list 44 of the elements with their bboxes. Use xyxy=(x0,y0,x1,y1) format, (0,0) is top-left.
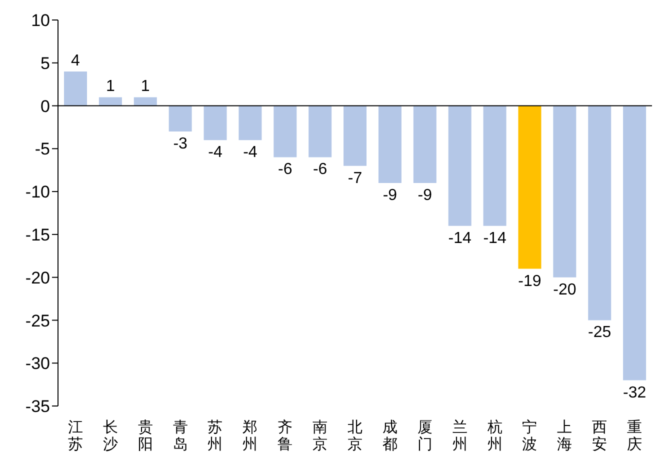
y-tick-label: -15 xyxy=(25,225,50,244)
x-tick-label: 北京 xyxy=(348,418,362,453)
data-label: 4 xyxy=(71,52,80,70)
data-label: -9 xyxy=(382,186,398,204)
x-tick-label: 青岛 xyxy=(172,418,188,453)
data-label: -4 xyxy=(243,144,258,162)
y-tick-label: 10 xyxy=(31,11,50,30)
x-tick-label: 苏州 xyxy=(208,418,223,453)
y-tick-label: -20 xyxy=(25,268,50,288)
x-tick-label: 南京 xyxy=(312,418,328,453)
data-label: -3 xyxy=(173,136,188,153)
x-tick-label: 成都 xyxy=(382,418,398,453)
data-label: -7 xyxy=(348,170,362,187)
data-label: -14 xyxy=(448,230,472,247)
y-tick-label: -35 xyxy=(25,397,50,416)
data-label: -14 xyxy=(483,230,506,247)
x-tick-label: 宁波 xyxy=(522,418,538,453)
x-tick-label: 西安 xyxy=(592,418,608,453)
data-label: -20 xyxy=(553,281,576,298)
x-tick-label: 齐鲁 xyxy=(278,418,293,453)
x-tick-label: 贵阳 xyxy=(138,418,153,453)
y-tick-label: 0 xyxy=(40,96,50,116)
x-tick-label: 长沙 xyxy=(102,418,118,453)
data-label: -6 xyxy=(312,161,328,178)
y-tick-label: -25 xyxy=(25,311,50,330)
data-label: -25 xyxy=(588,324,612,342)
x-tick-label: 厦门 xyxy=(417,418,432,453)
y-tick-label: -10 xyxy=(25,182,50,202)
data-label: -32 xyxy=(622,384,646,402)
data-label: -9 xyxy=(418,186,432,204)
y-tick-label: -5 xyxy=(34,140,50,159)
x-tick-label: 郑州 xyxy=(242,418,258,453)
data-label: -19 xyxy=(518,272,542,290)
data-label: -4 xyxy=(208,144,222,162)
x-tick-label: 上海 xyxy=(557,418,572,453)
data-label: -6 xyxy=(278,161,292,178)
y-tick-label: 5 xyxy=(40,54,50,73)
x-tick-label: 兰州 xyxy=(452,418,468,453)
y-tick-label: -30 xyxy=(25,354,50,374)
data-label: 1 xyxy=(106,78,115,96)
x-tick-label: 江苏 xyxy=(68,418,83,453)
x-tick-label: 重庆 xyxy=(627,418,642,453)
x-tick-label: 杭州 xyxy=(486,418,502,453)
data-label: 1 xyxy=(140,78,150,96)
